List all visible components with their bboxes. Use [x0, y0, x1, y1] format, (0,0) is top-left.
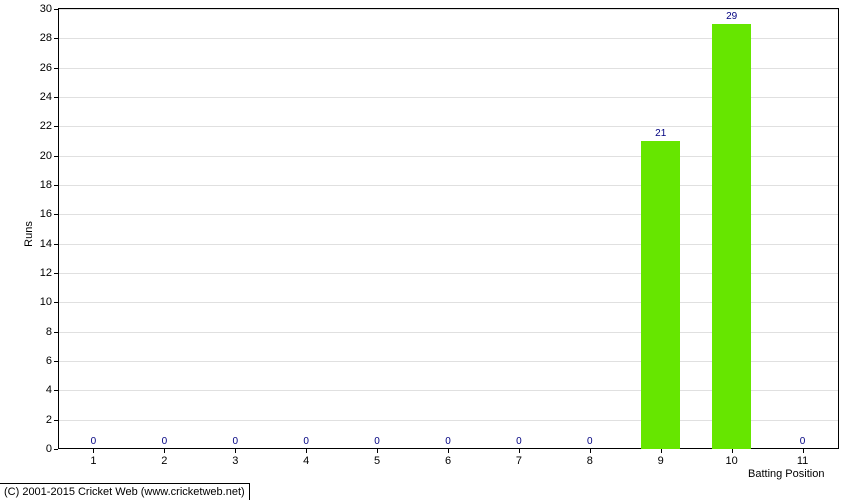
y-tick-label: 24	[40, 91, 52, 103]
x-tick-label: 4	[303, 455, 309, 467]
y-tick-label: 28	[40, 32, 52, 44]
bar-value-label: 0	[374, 436, 380, 447]
bar-value-label: 21	[655, 128, 666, 139]
y-tick-label: 12	[40, 267, 52, 279]
x-tick-mark	[235, 449, 236, 453]
bar-value-label: 0	[91, 436, 97, 447]
x-tick-mark	[93, 449, 94, 453]
y-tick-label: 22	[40, 120, 52, 132]
x-tick-label: 10	[726, 455, 738, 467]
y-axis	[58, 9, 59, 449]
plot-area: 0246810121416182022242628301020304050607…	[58, 8, 839, 449]
x-tick-mark	[448, 449, 449, 453]
bar-value-label: 0	[232, 436, 238, 447]
bar-value-label: 0	[162, 436, 168, 447]
bar	[712, 24, 751, 449]
x-tick-mark	[590, 449, 591, 453]
x-tick-label: 6	[445, 455, 451, 467]
y-tick-label: 30	[40, 3, 52, 15]
y-axis-title: Runs	[23, 221, 35, 247]
x-tick-mark	[732, 449, 733, 453]
x-tick-mark	[661, 449, 662, 453]
bar-value-label: 0	[587, 436, 593, 447]
y-tick-label: 18	[40, 179, 52, 191]
bar-value-label: 0	[516, 436, 522, 447]
x-tick-label: 9	[658, 455, 664, 467]
x-tick-label: 7	[516, 455, 522, 467]
bar	[641, 141, 680, 449]
y-tick-label: 20	[40, 150, 52, 162]
x-tick-mark	[306, 449, 307, 453]
y-tick-label: 14	[40, 238, 52, 250]
bar-value-label: 0	[800, 436, 806, 447]
bar-value-label: 29	[726, 11, 737, 22]
gridline	[58, 9, 838, 10]
y-tick-label: 6	[46, 355, 52, 367]
x-tick-label: 1	[90, 455, 96, 467]
y-tick-label: 10	[40, 296, 52, 308]
y-tick-label: 8	[46, 326, 52, 338]
x-tick-label: 2	[161, 455, 167, 467]
y-tick-label: 26	[40, 62, 52, 74]
x-tick-mark	[377, 449, 378, 453]
bar-value-label: 0	[445, 436, 451, 447]
x-axis-title: Batting Position	[748, 468, 824, 480]
x-tick-label: 8	[587, 455, 593, 467]
bar-value-label: 0	[303, 436, 309, 447]
y-tick-label: 2	[46, 414, 52, 426]
copyright-text: (C) 2001-2015 Cricket Web (www.cricketwe…	[0, 483, 250, 500]
chart-container: 0246810121416182022242628301020304050607…	[0, 0, 850, 500]
x-tick-label: 5	[374, 455, 380, 467]
y-tick-label: 4	[46, 384, 52, 396]
x-tick-label: 11	[797, 455, 808, 467]
x-tick-mark	[519, 449, 520, 453]
y-tick-label: 16	[40, 208, 52, 220]
x-tick-mark	[803, 449, 804, 453]
y-tick-label: 0	[46, 443, 52, 455]
x-tick-label: 3	[232, 455, 238, 467]
x-tick-mark	[164, 449, 165, 453]
y-tick-mark	[54, 449, 58, 450]
